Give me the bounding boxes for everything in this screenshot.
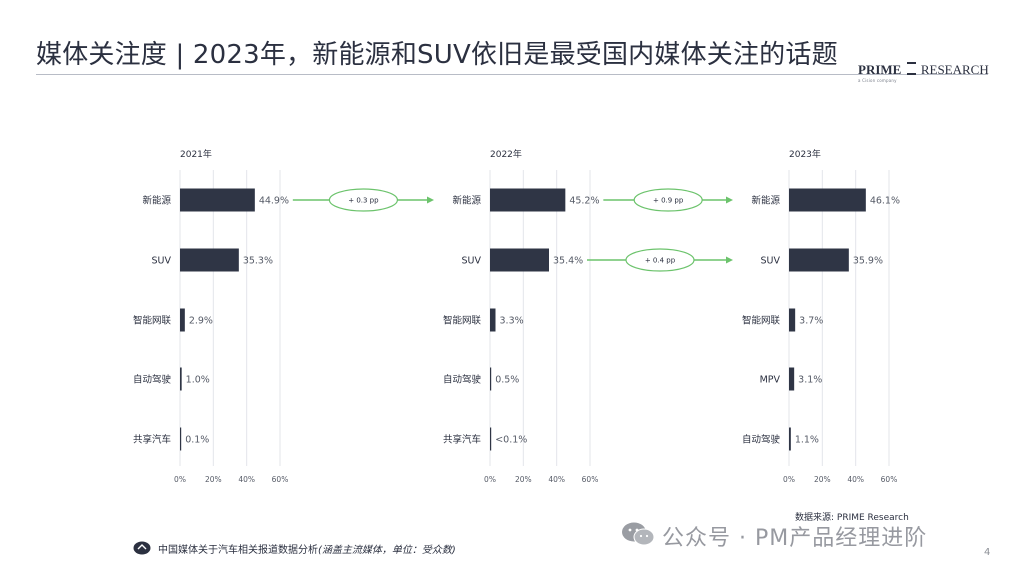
data-label: 35.9% — [853, 256, 883, 267]
x-tick-label: 60% — [582, 475, 599, 484]
change-badge — [328, 188, 399, 212]
footnote-logo-icon — [133, 541, 151, 555]
bar — [490, 188, 566, 212]
bar — [490, 308, 496, 332]
bar — [490, 427, 492, 451]
x-tick-label: 20% — [205, 475, 222, 484]
x-tick-label: 40% — [548, 475, 565, 484]
bar — [490, 248, 549, 272]
bar — [789, 308, 796, 332]
x-tick-label: 0% — [484, 475, 496, 484]
brand-logo: PRIME RESEARCH a Cision company — [858, 62, 989, 83]
change-badge — [633, 188, 703, 212]
x-tick-label: 40% — [847, 475, 864, 484]
bar — [180, 248, 239, 272]
bar — [490, 367, 492, 391]
bar — [789, 367, 795, 391]
category-label: SUV — [152, 256, 172, 267]
footnote-note: (涵盖主流媒体，单位：受众数) — [318, 545, 456, 556]
change-arrow: + 0.4 pp — [587, 248, 733, 272]
panel-title: 2022年 — [490, 148, 522, 160]
x-tick-label: 20% — [814, 475, 831, 484]
category-label: 新能源 — [751, 195, 780, 207]
panel-title: 2023年 — [789, 148, 821, 160]
page-title: 媒体关注度 | 2023年，新能源和SUV依旧是最受国内媒体关注的话题 — [36, 40, 838, 70]
brand-subtitle: a Cision company — [858, 78, 897, 83]
category-label: 自动驾驶 — [742, 434, 781, 446]
change-label: + 0.3 pp — [348, 197, 379, 205]
category-label: MPV — [760, 375, 781, 386]
data-label: 3.3% — [500, 316, 524, 327]
data-label: 44.9% — [259, 196, 289, 207]
data-label: <0.1% — [495, 435, 527, 446]
category-label: 共享汽车 — [443, 434, 481, 446]
data-label: 3.7% — [799, 316, 823, 327]
x-tick-label: 0% — [783, 475, 795, 484]
data-label: 1.1% — [795, 435, 819, 446]
watermark: 公众号 · PM产品经理进阶 — [662, 526, 928, 551]
category-label: 新能源 — [452, 195, 481, 207]
category-label: 新能源 — [142, 195, 171, 207]
data-label: 1.0% — [186, 375, 210, 386]
arrow-head-icon — [427, 196, 434, 204]
bar — [789, 248, 849, 272]
x-tick-label: 60% — [272, 475, 289, 484]
category-label: 智能网联 — [443, 315, 482, 327]
data-label: 0.1% — [185, 435, 209, 446]
bar — [789, 188, 866, 212]
category-label: 智能网联 — [742, 315, 781, 327]
data-label: 46.1% — [870, 196, 900, 207]
page-number: 4 — [984, 547, 991, 558]
bar — [180, 188, 255, 212]
footnote: 中国媒体关于汽车相关报道数据分析(涵盖主流媒体，单位：受众数) — [158, 541, 456, 556]
category-label: 自动驾驶 — [133, 374, 172, 386]
data-label: 2.9% — [189, 316, 213, 327]
arrow-head-icon — [726, 256, 733, 264]
data-label: 35.4% — [553, 256, 583, 267]
brand-mark-icon — [906, 62, 916, 75]
footnote-main: 中国媒体关于汽车相关报道数据分析 — [158, 545, 318, 556]
x-tick-label: 40% — [238, 475, 255, 484]
change-arrow: + 0.9 pp — [603, 188, 733, 212]
data-label: 0.5% — [495, 375, 519, 386]
change-arrow: + 0.3 pp — [292, 188, 434, 212]
change-label: + 0.9 pp — [653, 197, 684, 205]
category-label: SUV — [462, 256, 482, 267]
category-label: 共享汽车 — [133, 434, 171, 446]
data-source: 数据来源: PRIME Research — [795, 513, 909, 523]
data-label: 45.2% — [569, 196, 599, 207]
category-label: 自动驾驶 — [443, 374, 482, 386]
panel-title: 2021年 — [180, 148, 212, 160]
brand-name: PRIME — [858, 62, 902, 77]
bar — [180, 367, 182, 391]
bar — [180, 427, 182, 451]
x-tick-label: 60% — [881, 475, 898, 484]
title-divider — [36, 74, 988, 75]
bar — [180, 308, 185, 332]
arrow-head-icon — [726, 196, 733, 204]
x-tick-label: 20% — [515, 475, 532, 484]
bar — [789, 427, 791, 451]
data-label: 35.3% — [243, 256, 273, 267]
x-tick-label: 0% — [174, 475, 186, 484]
data-label: 3.1% — [798, 375, 822, 386]
change-badge — [625, 248, 695, 272]
change-label: + 0.4 pp — [645, 257, 676, 265]
wechat-icon — [622, 522, 655, 546]
brand-name-2: RESEARCH — [920, 62, 989, 77]
category-label: 智能网联 — [133, 315, 172, 327]
category-label: SUV — [761, 256, 781, 267]
